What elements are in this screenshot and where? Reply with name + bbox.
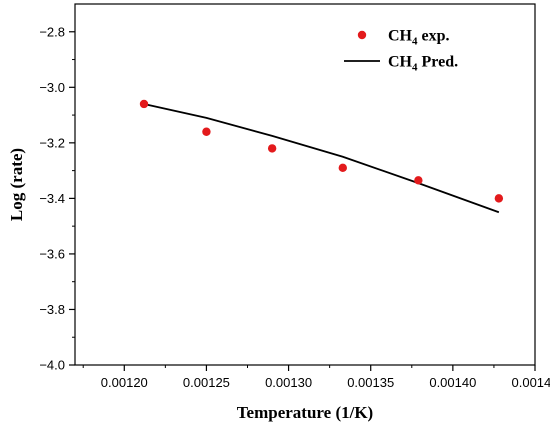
y-tick-label: −3.0 <box>39 80 65 95</box>
legend: CH4 exp. CH4 Pred. <box>344 28 458 74</box>
y-tick-label: −3.4 <box>39 191 65 206</box>
y-tick-label: −3.6 <box>39 246 65 261</box>
data-point-exp <box>267 144 277 153</box>
legend-label: CH4 exp. <box>388 28 450 48</box>
series-layer <box>139 99 504 214</box>
data-point-exp <box>414 176 423 185</box>
x-tick-label: 0.00130 <box>265 375 312 390</box>
y-tick-label: −2.8 <box>39 24 65 39</box>
y-axis-title: Log (rate) <box>7 148 26 221</box>
y-tick-label: −3.2 <box>39 135 65 150</box>
x-axis-ticks: 0.00120 0.00125 0.00130 0.00135 0.00140 0.001… <box>82 365 550 390</box>
y-tick-label: −4.0 <box>39 358 65 373</box>
x-axis-title: Temperature (1/K) <box>237 403 373 422</box>
x-tick-label: 0.00120 <box>101 375 148 390</box>
y-tick-label: −3.8 <box>39 302 65 317</box>
plot-frame <box>74 3 536 366</box>
data-point-exp <box>494 194 504 203</box>
x-tick-label: 0.00140 <box>429 375 476 390</box>
plot-border <box>74 3 536 366</box>
x-tick-label: 0.00135 <box>347 375 394 390</box>
y-axis-ticks: −4.0 −3.8 −3.6 −3.4 −3.2 −3.0 −2.8 <box>39 24 75 373</box>
legend-marker-exp <box>357 30 367 40</box>
x-tick-label: 0.00125 <box>183 375 230 390</box>
data-point-exp <box>139 99 149 109</box>
series-line-pred <box>143 103 500 214</box>
data-point-exp <box>202 127 211 136</box>
data-point-exp <box>338 163 347 173</box>
x-tick-label: 0.00145 <box>512 375 550 390</box>
legend-label: CH4 Pred. <box>388 54 458 74</box>
